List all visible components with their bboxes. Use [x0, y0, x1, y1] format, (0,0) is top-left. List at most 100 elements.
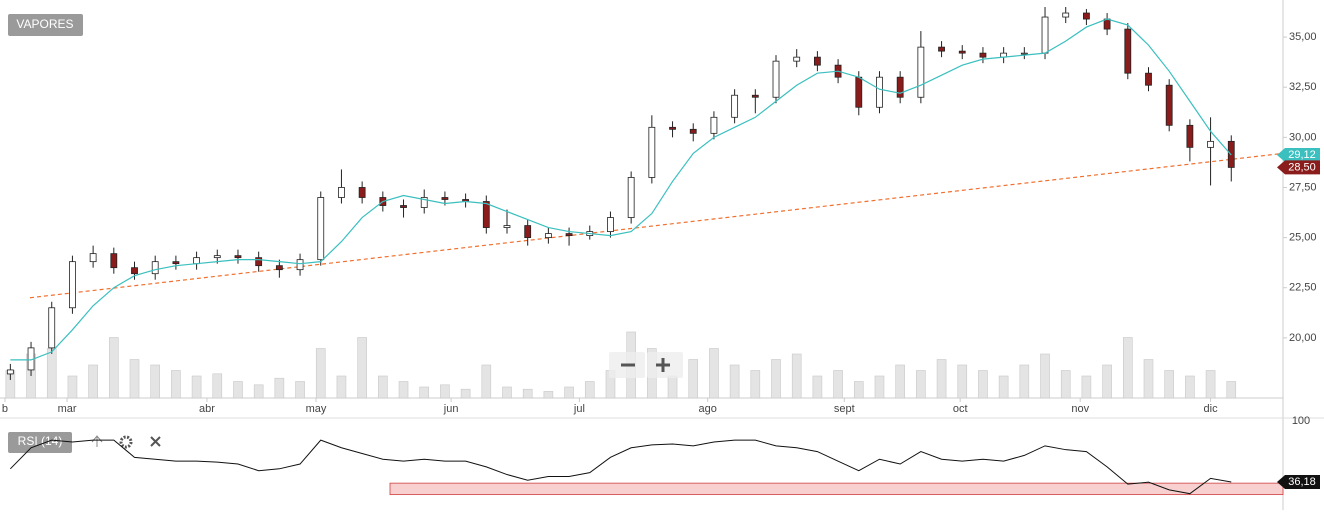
volume-bar: [419, 386, 430, 399]
x-tick-label: b: [2, 403, 8, 415]
candle-body: [565, 233, 573, 236]
candle-body: [1124, 28, 1132, 74]
volume-bar: [957, 364, 968, 399]
volume-bar: [874, 375, 885, 399]
x-tick-label: sept: [834, 403, 855, 415]
volume-bar: [1019, 364, 1030, 399]
x-tick-label: ago: [699, 403, 717, 415]
volume-bar: [916, 370, 926, 399]
volume-bar: [150, 364, 161, 399]
volume-bar: [460, 388, 471, 399]
y-tick-label: 20,00: [1289, 332, 1317, 344]
volume-bar: [1205, 370, 1216, 399]
candle-body: [1041, 16, 1049, 54]
ma-last-label: 29,12: [1288, 149, 1316, 161]
candle-body: [441, 197, 449, 200]
symbol-badge[interactable]: [8, 14, 83, 36]
volume-bar: [522, 388, 533, 399]
y-tick-label: 30,00: [1289, 131, 1317, 143]
close-icon[interactable]: [150, 436, 161, 447]
volume-bar: [833, 370, 843, 399]
candle-body: [1083, 12, 1090, 20]
volume-bar: [481, 364, 492, 399]
candle-body: [400, 205, 407, 208]
candle-body: [917, 46, 925, 98]
volume-bar: [274, 377, 285, 399]
y-tick-label: 27,50: [1289, 181, 1317, 193]
volume-bar: [129, 359, 140, 399]
volume-bar: [109, 337, 119, 399]
volume-bar: [67, 375, 78, 399]
candle-body: [69, 261, 76, 309]
volume-bar: [936, 359, 947, 399]
x-tick-label: oct: [953, 403, 968, 415]
y-tick-label: 25,00: [1289, 232, 1317, 244]
candle-body: [338, 187, 345, 198]
volume-bar: [543, 391, 554, 399]
volume-bar: [584, 381, 595, 399]
trendline: [29, 152, 1284, 299]
candle-body: [627, 177, 635, 218]
x-tick-label: nov: [1071, 403, 1089, 415]
volume-bar: [233, 381, 243, 399]
candle-body: [958, 50, 966, 54]
candle-body: [544, 233, 552, 238]
candle-body: [1165, 84, 1173, 126]
settings-icon[interactable]: [119, 435, 133, 449]
rsi-badge[interactable]: [8, 432, 72, 453]
volume-bar: [398, 381, 409, 399]
volume-bar: [750, 370, 761, 399]
x-tick-label: dic: [1204, 403, 1219, 415]
volume-bar: [1122, 337, 1133, 399]
volume-bar: [212, 373, 223, 399]
x-tick-label: mar: [58, 403, 77, 415]
candle-body: [151, 261, 159, 275]
volume-bar: [315, 348, 326, 399]
rsi-title: RSI (14): [18, 434, 63, 448]
volume-bar: [564, 386, 574, 399]
candle-body: [813, 56, 821, 66]
chart-title: VAPORES: [16, 17, 73, 31]
close-last-tag: [1277, 160, 1320, 175]
volume-bar: [336, 375, 347, 399]
candle-body: [607, 217, 614, 232]
volume-bar: [771, 359, 781, 399]
x-tick-label: jul: [573, 403, 585, 415]
candle-body: [1186, 124, 1194, 148]
x-tick-label: may: [306, 403, 327, 415]
volume-bar: [853, 381, 864, 399]
rsi-last-tag: [1277, 475, 1320, 490]
candle-body: [482, 201, 490, 228]
candle-body: [1103, 18, 1111, 30]
candle-body: [131, 267, 138, 275]
candle-body: [48, 307, 56, 349]
volume-bar: [1040, 353, 1050, 399]
move-up-icon[interactable]: [91, 435, 103, 447]
volume-bar: [1081, 375, 1092, 399]
volume-bar: [998, 375, 1009, 399]
candle-body: [979, 52, 987, 58]
moving-average: [10, 18, 1232, 361]
volume-bar: [295, 381, 305, 399]
candle-body: [317, 197, 325, 261]
candle-body: [938, 46, 945, 52]
volume-bar: [1185, 375, 1195, 399]
volume-bar: [709, 348, 719, 399]
candle-body: [213, 255, 221, 259]
ma-last-tag: [1277, 147, 1320, 162]
candle-body: [731, 94, 739, 118]
candle-body: [1020, 52, 1028, 55]
rsi-last-label: 36,18: [1288, 476, 1316, 488]
volume-bar: [895, 364, 905, 399]
candle-body: [896, 76, 904, 98]
rsi-line: [9, 439, 1232, 495]
volume-bar: [440, 384, 450, 399]
volume-bar: [729, 364, 740, 399]
y-tick-label: 22,50: [1289, 282, 1317, 294]
candle-body: [772, 60, 780, 98]
candle-body: [669, 126, 676, 130]
candle-body: [255, 257, 263, 267]
volume-bar: [253, 384, 264, 399]
